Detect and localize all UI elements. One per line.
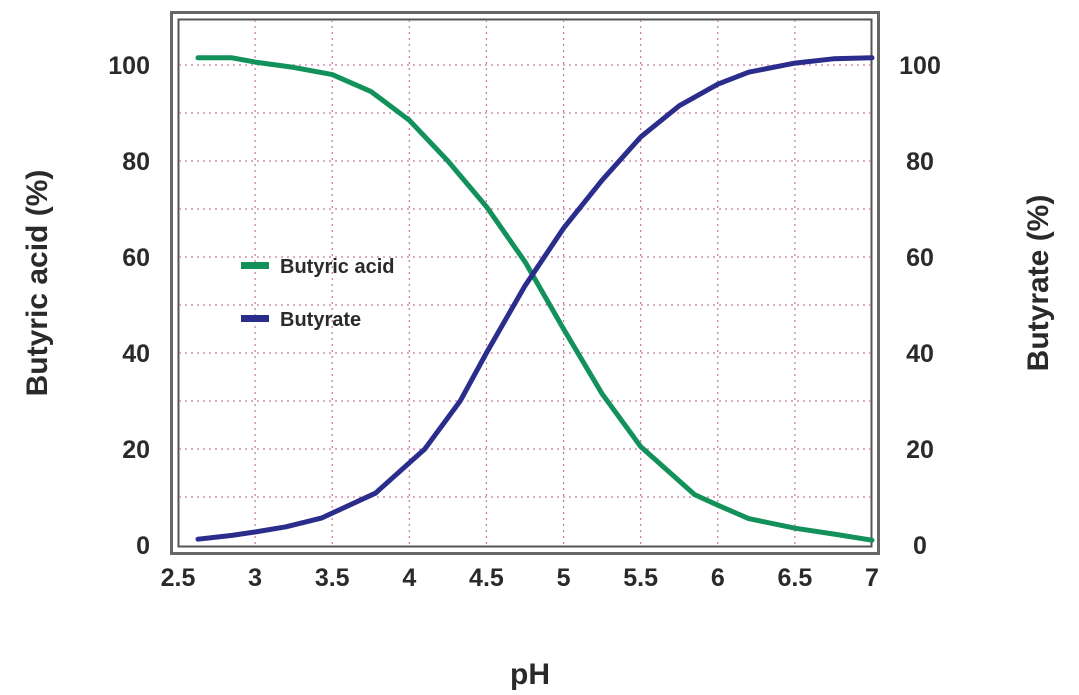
- series-lines: [195, 55, 875, 543]
- y-axis-left-title: Butyric acid (%): [21, 170, 54, 397]
- y-left-tick-label: 20: [122, 436, 150, 464]
- x-axis-title: pH: [510, 658, 550, 691]
- y-right-tick-label: 100: [899, 52, 941, 80]
- y-right-tick-label: 40: [906, 340, 934, 368]
- y-right-tick-label: 0: [913, 532, 927, 560]
- plot-frame-inner: [177, 18, 873, 548]
- x-tick-label: 5: [557, 564, 571, 592]
- x-tick-label: 5.5: [623, 564, 658, 592]
- y-axis-right-ticks: 0 20 40 60 80 100: [899, 52, 941, 560]
- y-left-tick-label: 100: [108, 52, 150, 80]
- x-tick-label: 4.5: [469, 564, 504, 592]
- series-line-butyric-acid: [195, 55, 875, 543]
- series-line-butyrate: [195, 55, 875, 542]
- x-tick-label: 2.5: [161, 564, 196, 592]
- y-left-tick-label: 0: [136, 532, 150, 560]
- y-right-tick-label: 80: [906, 148, 934, 176]
- y-axis-right-title: Butyrate (%): [1022, 195, 1055, 372]
- grid-lines: [179, 20, 872, 546]
- y-axis-left-ticks: 0 20 40 60 80 100: [108, 52, 150, 560]
- x-axis-ticks: 2.5 3 3.5 4 4.5 5 5.5 6 6.5 7: [161, 564, 879, 592]
- y-left-tick-label: 80: [122, 148, 150, 176]
- legend-swatch-butyric-acid: [241, 262, 269, 269]
- x-tick-label: 6: [711, 564, 725, 592]
- y-left-tick-label: 60: [122, 244, 150, 272]
- plot-frame-outer: [170, 11, 880, 555]
- legend-label-butyric-acid: Butyric acid: [280, 256, 394, 278]
- x-tick-label: 7: [865, 564, 879, 592]
- legend: Butyric acid Butyrate: [241, 256, 394, 331]
- x-tick-label: 6.5: [778, 564, 813, 592]
- x-tick-label: 4: [402, 564, 416, 592]
- y-left-tick-label: 40: [122, 340, 150, 368]
- x-tick-label: 3.5: [315, 564, 350, 592]
- legend-swatch-butyrate: [241, 315, 269, 322]
- x-tick-label: 3: [248, 564, 262, 592]
- y-right-tick-label: 60: [906, 244, 934, 272]
- y-right-tick-label: 20: [906, 436, 934, 464]
- legend-label-butyrate: Butyrate: [280, 309, 361, 331]
